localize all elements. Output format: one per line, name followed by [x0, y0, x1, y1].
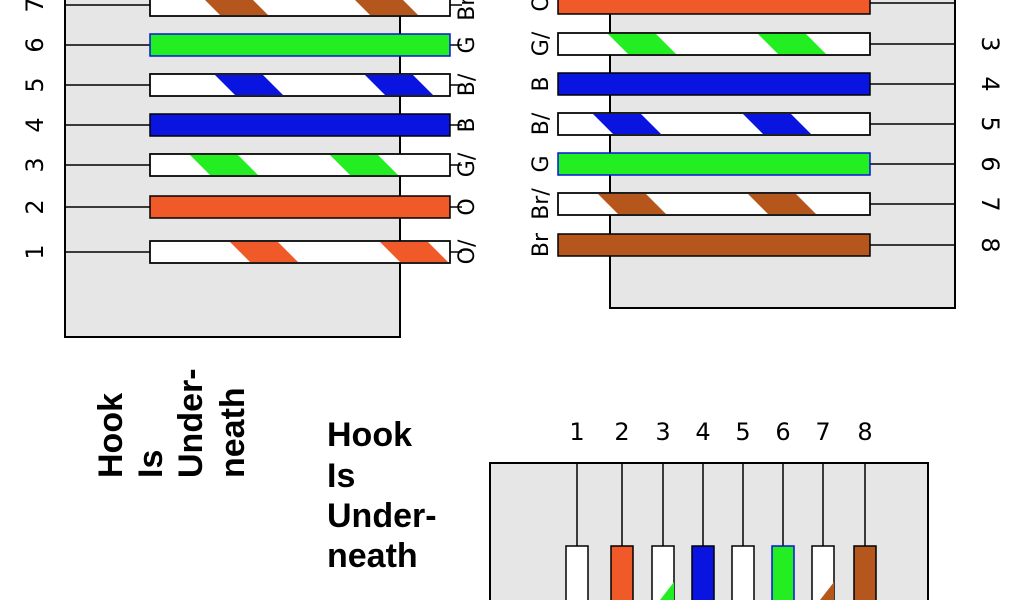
wire	[557, 152, 871, 176]
wire-label: G	[455, 36, 480, 53]
wire-stripe	[608, 34, 676, 54]
wire-label: O	[529, 0, 554, 12]
wire-label: Br/	[455, 0, 480, 21]
pin-number: 7	[815, 418, 830, 446]
wire-label: G/	[529, 31, 554, 56]
wire-stripe	[330, 155, 398, 175]
note-line: Under-	[327, 497, 437, 535]
wire	[149, 33, 451, 57]
wire-label: Br/	[529, 188, 554, 220]
pin-number: 3	[976, 36, 1004, 51]
wire-stripe	[190, 155, 258, 175]
wire	[149, 195, 451, 219]
wire-stripe	[230, 242, 298, 262]
wire-outline	[557, 192, 871, 216]
wire-label: B	[455, 117, 480, 132]
note-line: Hook	[327, 416, 412, 454]
wire	[557, 233, 871, 257]
wire-label: G/	[455, 152, 480, 177]
pin-number: 8	[976, 237, 1004, 252]
wire-end	[651, 545, 675, 600]
wire-outline	[149, 73, 451, 97]
wire-stripe	[593, 114, 661, 134]
pin-number: 1	[569, 418, 584, 446]
wire-end	[853, 545, 877, 600]
wire-label: Br	[529, 232, 554, 257]
wire-end	[731, 545, 755, 600]
pin-number: 5	[735, 418, 750, 446]
note-line: Under-	[172, 368, 210, 478]
wire-stripe	[380, 242, 448, 262]
pin-number: 6	[976, 156, 1004, 171]
note-line: neath	[214, 387, 252, 478]
pin-number: 3	[655, 418, 670, 446]
wire-label: O/	[455, 239, 480, 264]
wire-outline	[557, 112, 871, 136]
note-line: neath	[327, 537, 418, 575]
wire-stripe	[598, 194, 666, 214]
wire-stripe	[743, 114, 811, 134]
pin-number: 5	[976, 116, 1004, 131]
pin-number: 4	[21, 117, 49, 132]
wire-outline	[149, 153, 451, 177]
pin-number: 5	[21, 77, 49, 92]
pin-number: 4	[695, 418, 710, 446]
wire-stripe	[758, 34, 826, 54]
wire-end	[565, 545, 589, 600]
pin-number: 8	[857, 418, 872, 446]
pin-number: 3	[21, 157, 49, 172]
note-line: Hook	[92, 393, 130, 478]
wire-stripe	[748, 194, 816, 214]
wire-outline	[557, 32, 871, 56]
wire	[149, 113, 451, 137]
wire-end	[610, 545, 634, 600]
pin-number: 4	[976, 76, 1004, 91]
pin-number: 7	[976, 196, 1004, 211]
wire-label: B	[529, 76, 554, 91]
pin-number: 2	[21, 199, 49, 214]
note-line: Is	[132, 450, 170, 478]
pin-number: 1	[21, 244, 49, 259]
wire-stripe	[355, 0, 418, 15]
note-line: Is	[327, 457, 355, 495]
pin-number: 6	[21, 37, 49, 52]
wire	[557, 72, 871, 96]
wire	[557, 0, 871, 15]
wire-label: B/	[455, 73, 480, 96]
wire-stripe	[820, 582, 834, 600]
wire-end	[771, 545, 795, 600]
pin-number: 7	[21, 0, 49, 13]
wire-label: B/	[529, 112, 554, 135]
wire-end	[691, 545, 715, 600]
wire-stripe	[660, 582, 674, 600]
wire-outline	[149, 0, 451, 17]
wire-outline	[149, 240, 451, 264]
wire-label: G	[529, 155, 554, 172]
wire-stripe	[205, 0, 268, 15]
pin-number: 6	[775, 418, 790, 446]
wire-end	[811, 545, 835, 600]
wire-label: O	[455, 198, 480, 215]
wire-stripe	[215, 75, 283, 95]
wire-stripe	[365, 75, 433, 95]
pin-number: 2	[614, 418, 629, 446]
